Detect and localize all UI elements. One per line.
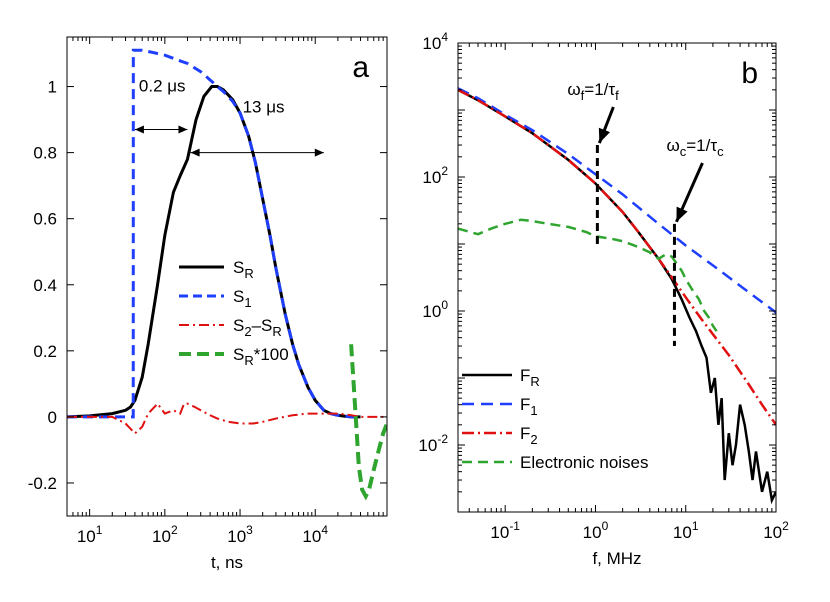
series-line-3 (349, 344, 387, 501)
x-tick-label: 102 (763, 519, 789, 542)
y-tick-label: 104 (422, 30, 448, 53)
x-tick-label: 102 (152, 523, 178, 546)
arrow-head (598, 127, 611, 144)
series-line-3 (458, 218, 718, 332)
panel-b: 10-1 100 101 102 10-2 100 102 104 f, MHz b ωf=1/τf… (418, 30, 789, 568)
y-tick-label: 10-2 (418, 432, 448, 455)
y-tick-label: 1 (48, 78, 57, 97)
y-tick-label: 0.4 (33, 276, 57, 295)
x-axis-label: f, MHz (592, 549, 641, 568)
x-tick-label: 100 (583, 519, 609, 542)
annotation-omega: ωf=1/τf (567, 80, 619, 103)
series-group (67, 48, 387, 501)
x-tick-label: 103 (227, 523, 253, 546)
y-tick-label: 0.8 (33, 144, 57, 163)
panel-label: b (741, 57, 758, 90)
annotation-rise-time: 0.2 μs (139, 76, 186, 95)
legend-label: S1 (233, 287, 252, 310)
x-tick-label: 101 (673, 519, 699, 542)
arrow-head (676, 206, 688, 222)
arrow-head (178, 125, 188, 134)
legend-label: SR (233, 258, 254, 281)
arrow-head (190, 148, 200, 157)
y-tick-label: 0.2 (33, 342, 57, 361)
panel-label: a (352, 51, 369, 84)
panel-a: 101 102 103 104 -0.2 0 0.2 0.4 0.6 0.8 1 t, ns a 0.2 … (28, 36, 388, 572)
legend-label: S2–SR (233, 316, 282, 339)
x-axis-label: t, ns (211, 553, 243, 572)
legend-label: F2 (520, 424, 538, 447)
annotation-decay-time: 13 μs (243, 98, 285, 117)
axes-box (66, 36, 388, 517)
series-line-0 (67, 85, 361, 419)
legend-label: FR (520, 366, 540, 389)
series-line-1 (458, 87, 776, 314)
series-line-1 (67, 48, 361, 419)
series-line-0 (458, 88, 776, 505)
legend-label: F1 (520, 395, 538, 418)
x-tick-label: 104 (302, 523, 328, 546)
legend-label: SR*100 (233, 345, 289, 368)
y-tick-label: -0.2 (28, 474, 57, 493)
arrow-head (314, 148, 324, 157)
legend-label: Electronic noises (520, 453, 649, 472)
y-tick-label: 100 (422, 298, 448, 321)
x-tick-label: 101 (77, 523, 103, 546)
annotation-omega: ωc=1/τc (666, 136, 724, 159)
axes-box (457, 42, 777, 513)
series-line-2 (458, 88, 776, 426)
y-tick-label: 102 (422, 164, 448, 187)
x-tick-label: 10-1 (490, 519, 520, 542)
y-tick-label: 0.6 (33, 210, 57, 229)
series-line-2 (67, 402, 387, 435)
series-group (458, 87, 776, 505)
y-tick-label: 0 (48, 408, 57, 427)
arrow-head (134, 125, 144, 134)
